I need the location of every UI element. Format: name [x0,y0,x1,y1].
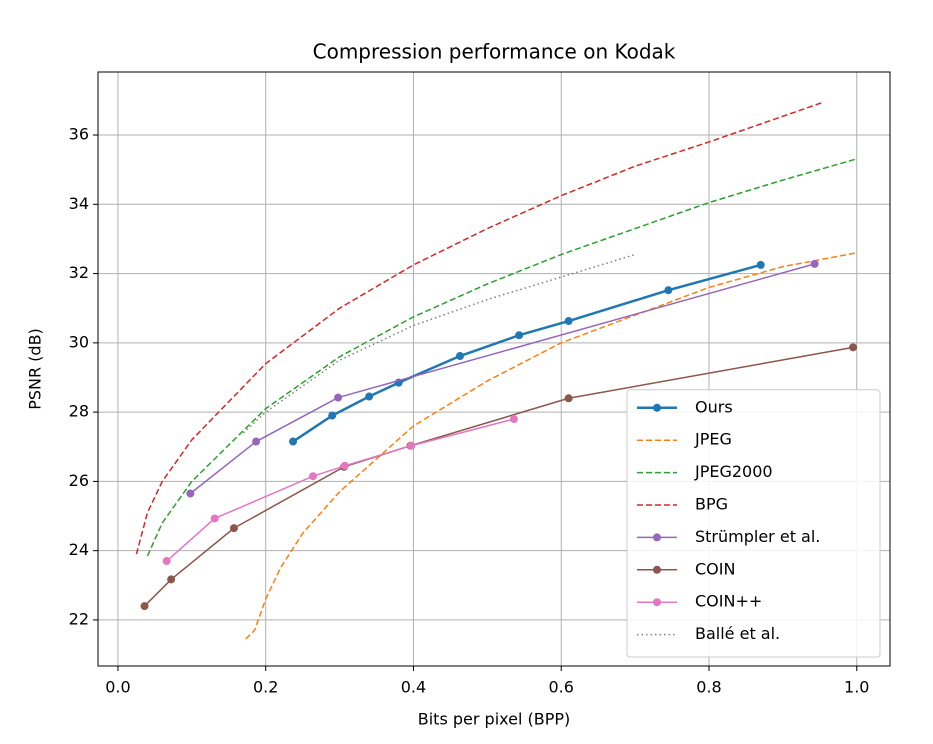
data-point [664,286,673,295]
y-tick-label: 32 [69,263,89,282]
data-point [365,392,374,401]
data-point [308,472,317,481]
y-axis-label: PSNR (dB) [26,328,45,410]
plot-frame [97,71,891,667]
legend-label: Ballé et al. [695,624,780,643]
legend-label: Strümpler et al. [695,527,820,546]
y-tick-label: 28 [69,402,89,421]
data-point [328,411,337,420]
legend-marker [653,403,661,412]
data-point [509,415,518,424]
chart-title: Compression performance on Kodak [313,40,676,64]
x-tick-label: 0.2 [253,678,278,697]
legend-marker [653,565,661,574]
legend-label: Ours [695,397,733,416]
data-point [756,260,765,269]
legend-label: JPEG [694,430,732,449]
series-line [135,101,824,555]
series-line [245,252,857,640]
data-point [340,461,349,470]
data-point [810,259,819,268]
data-point [252,437,261,446]
x-tick-label: 1.0 [844,678,869,697]
y-tick-label: 36 [69,125,89,144]
legend-box [626,389,881,658]
y-tick-label: 26 [69,471,89,490]
data-point [289,437,298,446]
data-point [229,524,238,533]
data-point [564,394,573,403]
y-tick-label: 30 [69,332,89,351]
x-tick-label: 0.8 [696,678,721,697]
series-line [166,418,515,562]
x-tick-label: 0.0 [105,678,130,697]
data-point [456,352,465,361]
data-point [564,317,573,326]
series-line [146,158,856,557]
y-tick-label: 24 [69,540,89,559]
x-axis-label: Bits per pixel (BPP) [418,710,571,729]
y-tick-label: 34 [69,194,89,213]
legend-label: COIN [695,559,735,578]
legend-marker [653,533,661,542]
data-point [515,331,524,340]
legend-label: JPEG2000 [694,462,773,481]
data-point [186,489,195,498]
series-line [243,253,636,434]
series-line [189,263,815,495]
data-point [167,575,176,584]
x-tick-label: 0.4 [401,678,426,697]
data-point [162,557,171,566]
y-tick-label: 22 [69,609,89,628]
legend-label: BPG [695,495,728,514]
data-point [210,514,219,523]
legend-label: COIN++ [695,592,762,611]
data-point [407,441,416,450]
data-point [334,393,343,402]
x-tick-label: 0.6 [549,678,574,697]
legend-marker [653,598,661,607]
data-point [140,602,149,611]
data-point [849,343,858,352]
